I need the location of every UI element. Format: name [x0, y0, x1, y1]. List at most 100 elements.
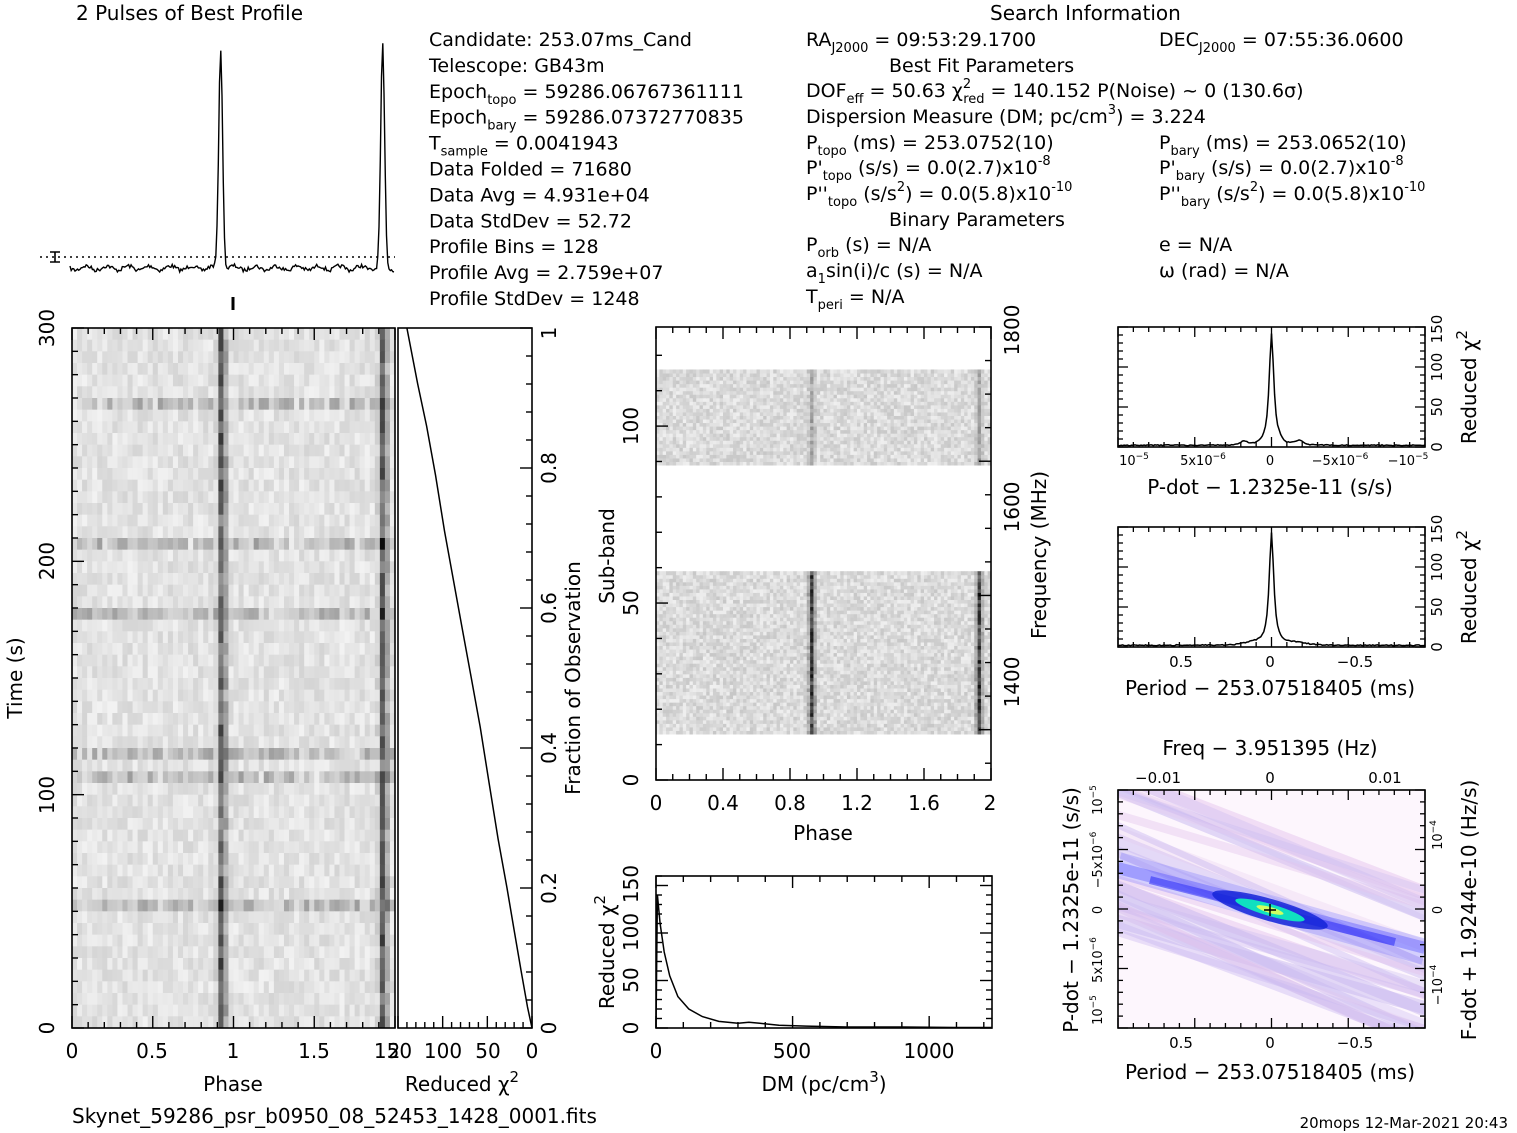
time-phase-xlabel: Phase — [203, 1072, 263, 1096]
chi-pdot-xtick-1: 5x10−6 — [1180, 452, 1226, 469]
pdot-tick-0: 10−5 — [1089, 995, 1106, 1025]
freq-tick-0: −0.01 — [1135, 769, 1181, 787]
pddbary-line: P''bary (s/s2) = 0.0(5.8)x10-10 — [1159, 180, 1425, 210]
chi-dm-frame — [655, 875, 993, 1029]
chi-time-xtick-3: 0 — [526, 1039, 539, 1063]
chi-pdot-series — [1117, 333, 1426, 447]
subband-xlabel: Phase — [793, 821, 853, 845]
dof-line: DOFeff = 50.63 χ2 red = 140.152 P(Noise) … — [806, 77, 1303, 107]
subband-xtick-0: 0 — [650, 791, 663, 815]
chi-pdot-yticks: 0 50 100 150 — [1428, 315, 1446, 452]
period-tick-0: 0.5 — [1169, 1034, 1193, 1052]
time-phase-ticks — [71, 327, 396, 1029]
subband-ylabel: Sub-band — [595, 508, 619, 604]
subband-xtick-5: 2 — [984, 791, 997, 815]
chi-period-ytick-2: 100 — [1428, 553, 1446, 582]
chi-period-ytick-3: 150 — [1428, 515, 1446, 544]
info-left-block: Candidate: 253.07ms_Cand Telescope: GB43m… — [428, 29, 744, 310]
chi-time-ytick-4: 0.8 — [537, 452, 561, 484]
subband-phase-plot: 0 0.4 0.8 1.2 1.6 2 Phase 0 50 100 Sub-b… — [595, 305, 1051, 845]
time-phase-xtick-2: 1 — [227, 1039, 240, 1063]
chi-pdot-xtick-3: −5x10−6 — [1312, 452, 1369, 469]
chi-dm-ytick-3: 150 — [619, 865, 643, 903]
time-phase-ytick-1: 100 — [35, 776, 59, 814]
asini-line: a1sin(i)/c (s) = N/A — [806, 260, 982, 287]
chi-time-line — [406, 327, 533, 1029]
chi-dm-plot: 0 500 1000 DM (pc/cm3) 0 50 100 150 Redu… — [591, 865, 993, 1096]
time-phase-xtick-0: 0 — [66, 1039, 79, 1063]
time-phase-ytick-2: 200 — [35, 542, 59, 580]
binary-title: Binary Parameters — [889, 209, 1065, 231]
chi-dm-series — [655, 894, 992, 1029]
chi-dm-xtick-0: 0 — [650, 1039, 663, 1063]
time-phase-plot: 0 0.5 1 1.5 2 Phase 0 100 200 300 Time (… — [3, 309, 400, 1096]
freq-tick-1: 0 — [1265, 769, 1275, 787]
dec-line: DECJ2000 = 07:55:36.0600 — [1159, 29, 1404, 56]
period-tick-1: 0 — [1265, 1034, 1275, 1052]
chi-time-frame — [397, 327, 533, 1029]
chi-dm-xlabel: DM (pc/cm3) — [761, 1068, 886, 1096]
pdot-period-rightticks: 10−4 0 −10−4 — [1429, 820, 1446, 1006]
subband-ytick-1: 50 — [619, 590, 643, 615]
chi-dm-ytick-1: 50 — [619, 967, 643, 992]
time-phase-ytick-3: 300 — [35, 309, 59, 347]
time-phase-xtick-4: 2 — [388, 1039, 401, 1063]
period-tick-2: −0.5 — [1337, 1034, 1373, 1052]
chi-pdot-ytick-2: 100 — [1428, 353, 1446, 382]
info-left-line: Data StdDev = 52.72 — [429, 210, 632, 232]
chi-time-xtick-1: 100 — [424, 1039, 462, 1063]
tperi-line: Tperi = N/A — [805, 286, 904, 313]
frequency-ytick-2: 1800 — [1000, 305, 1024, 356]
profile-errorbar — [50, 251, 60, 263]
chi-time-ticks — [397, 327, 533, 1029]
fdot-tick-1: 0 — [1431, 906, 1446, 914]
pdot-tick-4: 10−5 — [1089, 785, 1106, 815]
pdot-period-leftticks: 10−5 5x10−6 0 −5x10−6 10−5 — [1089, 785, 1106, 1025]
info-mid-block: RAJ2000 = 09:53:29.1700 DOFeff = 50.63 χ… — [805, 29, 1303, 313]
pdot-period-ticks — [1117, 789, 1426, 1029]
pdbary-line: P'bary (s/s) = 0.0(2.7)x10-8 — [1159, 154, 1404, 184]
chi-period-plot: 0.5 0 −0.5 Period − 253.07518405 (ms) 0 … — [1117, 515, 1481, 700]
chi-time-ytick-3: 0.6 — [537, 592, 561, 624]
chi-dm-line — [655, 894, 992, 1029]
subband-ytick-2: 100 — [619, 407, 643, 445]
chi-dm-ylabel: Reduced χ2 — [591, 895, 619, 1009]
best-fit-title: Best Fit Parameters — [889, 55, 1074, 77]
pdot-tick-1: 5x10−6 — [1089, 937, 1106, 983]
info-left-line: Data Folded = 71680 — [429, 159, 632, 181]
porb-line: Porb (s) = N/A — [806, 234, 931, 261]
chi-time-ytick-1: 0.2 — [537, 872, 561, 904]
chi-time-plot: 150 100 50 0 Reduced χ2 0 0.2 0.4 0.6 0.… — [374, 327, 585, 1096]
subband-ytick-0: 0 — [619, 774, 643, 787]
prLine-line — [1117, 532, 1426, 647]
ecc-line: e = N/A — [1159, 234, 1232, 256]
chi-period-xtick-1: 0 — [1265, 653, 1275, 671]
chi-period-xticks: 0.5 0 −0.5 — [1169, 653, 1373, 671]
info-left-line: Epochbary = 59286.07372770835 — [429, 107, 744, 134]
chi-pdot-ticks — [1117, 326, 1426, 448]
frequency-ytick-0: 1400 — [1000, 657, 1024, 708]
chi-pdot-ytick-0: 0 — [1428, 442, 1446, 452]
profile-title: 2 Pulses of Best Profile — [76, 1, 303, 25]
chi-time-xlabel: Reduced χ2 — [405, 1068, 519, 1096]
pbary-line: Pbary (ms) = 253.0652(10) — [1159, 132, 1407, 159]
chi-pdot-xtick-2: 0 — [1266, 454, 1274, 469]
profile-plot — [40, 43, 395, 310]
chi-time-ytick-2: 0.4 — [537, 732, 561, 764]
pdot-period-topticks: −0.01 0 0.01 — [1135, 769, 1402, 787]
chi-period-yticks: 0 50 100 150 — [1428, 515, 1446, 652]
time-phase-xtick-1: 0.5 — [136, 1039, 168, 1063]
chi-dm-xtick-1: 500 — [773, 1039, 811, 1063]
time-phase-ytick-0: 0 — [35, 1022, 59, 1035]
info-left-line: Data Avg = 4.931e+04 — [429, 184, 650, 206]
chi-dm-ytick-2: 100 — [619, 913, 643, 951]
timestamp: 20mops 12-Mar-2021 20:43 — [1300, 1114, 1508, 1132]
chi-pdot-xtick-4: −10−5 — [1388, 452, 1429, 469]
info-left-line: Epochtopo = 59286.06767361111 — [429, 81, 744, 108]
ra-line: RAJ2000 = 09:53:29.1700 — [806, 29, 1036, 56]
chi-period-xtick-0: 0.5 — [1169, 653, 1193, 671]
info-left-line: Candidate: 253.07ms_Cand — [429, 29, 692, 51]
chi-period-ticks — [1117, 526, 1426, 648]
frequency-ylabel: Frequency (MHz) — [1027, 471, 1051, 639]
ptopo-line: Ptopo (ms) = 253.0752(10) — [806, 132, 1054, 159]
